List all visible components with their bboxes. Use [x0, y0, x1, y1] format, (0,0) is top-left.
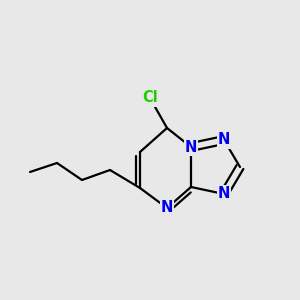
Text: Cl: Cl: [142, 91, 158, 106]
Text: N: N: [218, 187, 230, 202]
Text: N: N: [185, 140, 197, 154]
Text: N: N: [218, 133, 230, 148]
Text: N: N: [161, 200, 173, 215]
